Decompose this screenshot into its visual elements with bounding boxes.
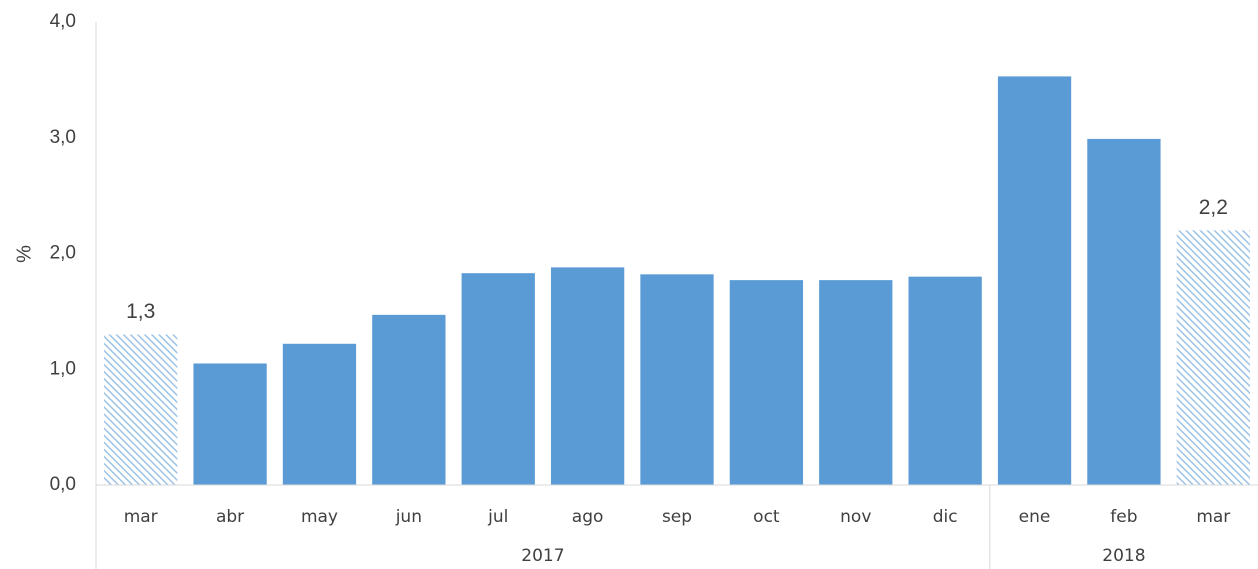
y-tick-label: 0,0 — [50, 474, 76, 495]
x-tick-label: ene — [1019, 507, 1051, 527]
x-tick-label: oct — [753, 507, 780, 527]
y-tick-label: 3,0 — [50, 127, 76, 148]
x-tick-label: abr — [216, 507, 244, 527]
x-tick-label: may — [301, 507, 338, 527]
x-tick-label: ago — [572, 507, 604, 527]
x-group-label: 2017 — [521, 546, 564, 566]
bar — [729, 280, 804, 485]
bar-highlighted — [104, 334, 178, 485]
bar — [193, 363, 267, 485]
y-axis-title: % — [13, 245, 35, 263]
x-tick-label: sep — [662, 507, 692, 527]
x-tick-label: nov — [840, 507, 871, 527]
x-tick-label: jun — [395, 507, 422, 527]
bar — [550, 267, 625, 485]
y-tick-label: 4,0 — [50, 11, 76, 32]
bar — [997, 76, 1072, 485]
bar — [640, 274, 714, 485]
x-group-label: 2018 — [1102, 546, 1145, 566]
x-tick-label: feb — [1110, 507, 1137, 527]
data-label: 2,2 — [1199, 196, 1228, 219]
bar — [461, 273, 535, 485]
y-tick-label: 1,0 — [50, 358, 76, 379]
bar — [282, 343, 357, 485]
x-tick-label: jul — [487, 507, 508, 527]
x-tick-label: mar — [1196, 507, 1230, 527]
bar — [1087, 138, 1161, 485]
bar-highlighted — [1176, 230, 1250, 485]
x-tick-label: dic — [933, 507, 958, 527]
bar — [819, 280, 893, 485]
bar — [372, 314, 446, 485]
bar — [908, 276, 982, 485]
y-tick-label: 2,0 — [50, 243, 76, 264]
x-tick-label: mar — [124, 507, 158, 527]
data-label: 1,3 — [126, 300, 155, 323]
